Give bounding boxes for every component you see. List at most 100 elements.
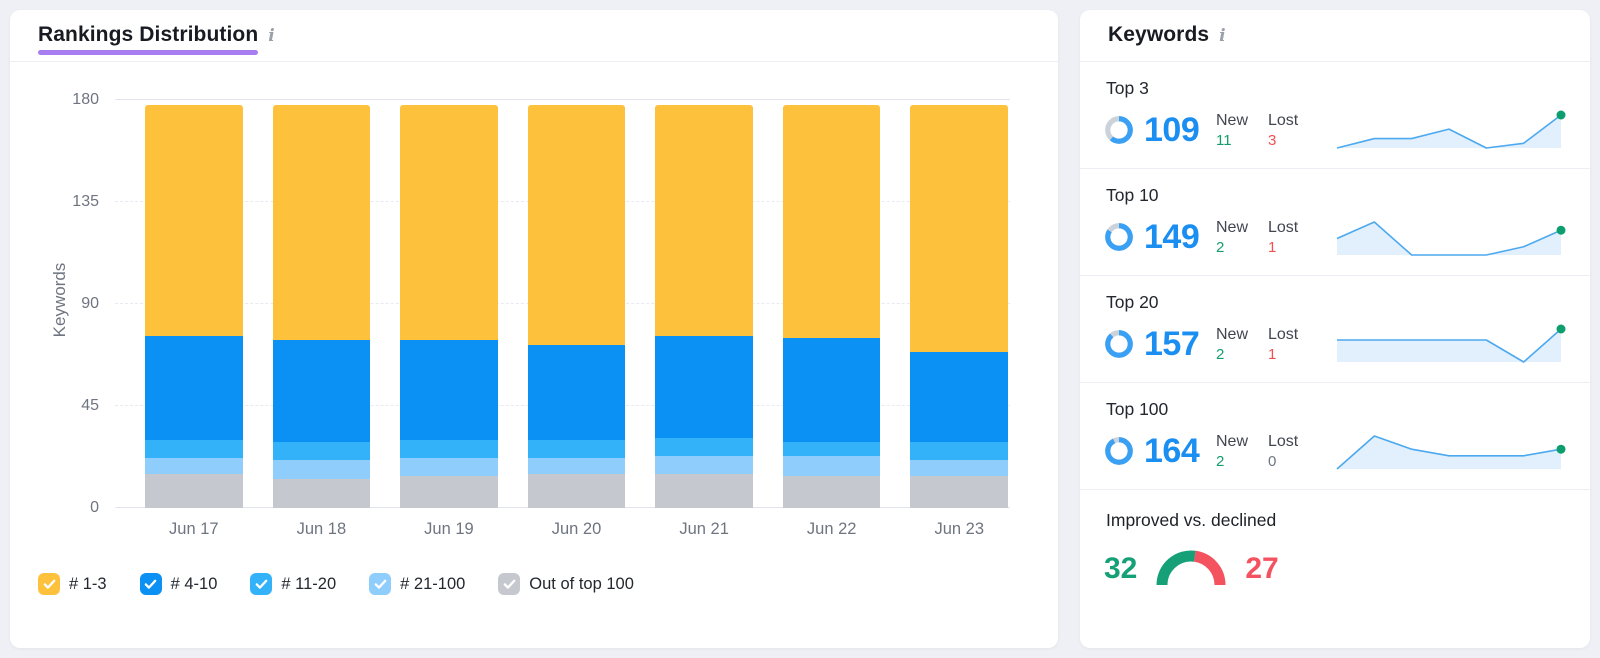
legend-item-4-10[interactable]: # 4-10 [139,573,217,595]
bar-segment-1-3 [272,104,371,341]
bar-segment-4-10 [910,351,1009,443]
lost-value: 0 [1268,452,1277,470]
bar-segment-11-20 [272,442,371,461]
info-icon[interactable]: i [1219,26,1226,46]
sparkline-wrap [1332,213,1566,261]
new-label: New [1216,111,1249,129]
bar-segment-11-20 [782,442,881,456]
lost-value: 1 [1268,238,1277,256]
keywords-card: Keywords i Top 3 109 New 11 Lost 3 Top 10 149 Ne… [1080,10,1590,648]
rankings-chart: Keywords 0 45 90 135 180 [50,92,1010,516]
y-tick-label-135: 135 [72,193,99,210]
bar-segment-21-100 [527,458,626,475]
new-value: 2 [1216,238,1225,256]
bar-segment-out-of-top-100 [655,474,753,508]
keyword-row-top-3[interactable]: Top 3 109 New 11 Lost 3 [1080,62,1590,169]
sparkline-top-100[interactable] [1332,427,1566,475]
keyword-row-top-20[interactable]: Top 20 157 New 2 Lost 1 [1080,276,1590,383]
lost-label: Lost [1268,111,1299,129]
legend-item-11-20[interactable]: # 11-20 [250,573,336,595]
bar-segment-11-20 [400,440,498,459]
new-label: New [1216,218,1249,236]
keyword-count: 149 [1144,217,1200,256]
sparkline-wrap [1332,106,1566,154]
legend-label: Out of top 100 [529,574,634,593]
checked-checkbox-icon[interactable] [139,573,162,595]
new-value: 2 [1216,345,1225,363]
bar-segment-1-3 [527,104,626,345]
rankings-card-header: Rankings Distribution i [10,10,1058,62]
new-label: New [1216,432,1249,450]
bar-segment-11-20 [527,440,626,459]
bar-jun-23[interactable] [910,104,1009,508]
rankings-title-wrap: Rankings Distribution [38,23,259,55]
bar-jun-19[interactable] [400,104,498,508]
keyword-row-top-100[interactable]: Top 100 164 New 2 Lost 0 [1080,383,1590,490]
donut-progress-icon [1105,223,1133,251]
improved-declined-section: Improved vs. declined 32 27 [1080,490,1590,648]
checked-checkbox-icon[interactable] [369,573,392,595]
bar-segment-out-of-top-100 [400,476,498,508]
x-tick-label-jun-19: Jun 19 [424,520,474,538]
bar-segment-1-3 [655,104,753,336]
check-icon [43,579,55,589]
plot-area: 0 45 90 135 180 [72,92,1010,516]
check-icon [255,579,268,589]
bar-segment-out-of-top-100 [782,476,881,508]
new-column: New 2 [1216,326,1268,363]
x-axis-labels: Jun 17 Jun 18 Jun 19 Jun 20 Jun 21 Jun 22 Jun … [115,520,1010,539]
bar-segment-1-3 [782,104,881,339]
checked-checkbox-icon[interactable] [498,573,521,595]
check-icon [503,579,516,589]
legend-item-21-100[interactable]: # 21-100 [369,573,465,595]
new-value: 11 [1216,131,1232,149]
rankings-card-title: Rankings Distribution [38,23,259,46]
bar-segment-4-10 [782,338,881,443]
sparkline-wrap [1332,320,1566,368]
keyword-row-title: Top 3 [1106,78,1149,98]
keyword-count: 157 [1144,324,1200,363]
sparkline-top-20[interactable] [1332,320,1566,368]
sparkline-end-dot [1556,110,1566,120]
donut-progress-icon [1105,330,1133,358]
bar-jun-22[interactable] [782,104,881,508]
bar-segment-out-of-top-100 [145,474,243,508]
bar-segment-4-10 [145,335,243,441]
improved-declined-row: 32 27 [1104,541,1566,587]
bar-jun-18[interactable] [272,104,371,508]
bar-jun-17[interactable] [145,104,243,508]
x-tick-label-jun-23: Jun 23 [934,520,985,538]
check-icon [374,579,387,589]
rankings-distribution-card: Rankings Distribution i Keywords 0 45 90 13… [10,10,1058,648]
sparkline-top-3[interactable] [1332,106,1566,154]
bar-segment-11-20 [655,437,753,456]
bar-segment-1-3 [400,104,498,341]
bar-jun-20[interactable] [527,104,626,508]
x-tick-label-jun-21: Jun 21 [679,520,729,538]
bar-segment-21-100 [145,458,243,475]
new-column: New 2 [1216,219,1268,256]
checked-checkbox-icon[interactable] [250,573,273,595]
bar-segment-out-of-top-100 [910,476,1009,508]
lost-value: 3 [1268,131,1277,149]
legend-item-out-of-top-100[interactable]: Out of top 100 [498,573,634,595]
legend-label: # 1-3 [69,574,107,593]
y-tick-label-45: 45 [81,397,99,414]
info-icon[interactable]: i [268,26,275,46]
bar-jun-21[interactable] [655,104,753,508]
new-value: 2 [1216,452,1225,470]
x-tick-label-jun-22: Jun 22 [806,520,857,538]
checked-checkbox-icon[interactable] [38,573,60,595]
bar-segment-1-3 [145,104,243,336]
keyword-count: 109 [1144,110,1200,149]
bar-segment-4-10 [400,340,498,441]
new-column: New 2 [1216,433,1268,470]
keyword-row-top-10[interactable]: Top 10 149 New 2 Lost 1 [1080,169,1590,276]
gridline-180 [115,99,1010,100]
sparkline-top-10[interactable] [1332,213,1566,261]
bar-segment-11-20 [910,442,1009,461]
legend-item-1-3[interactable]: # 1-3 [38,573,107,595]
declined-count: 27 [1245,552,1279,585]
title-highlight-underline [38,50,259,55]
improved-declined-label: Improved vs. declined [1106,510,1277,530]
